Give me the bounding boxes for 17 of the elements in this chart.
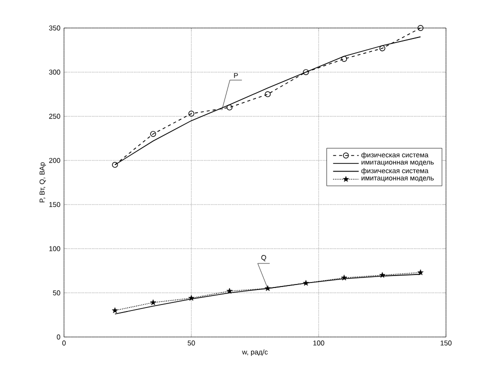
point <box>341 56 348 62</box>
point <box>226 104 232 110</box>
point <box>302 280 309 286</box>
point <box>226 288 233 294</box>
point <box>150 299 156 306</box>
point <box>150 130 156 137</box>
point <box>302 69 309 76</box>
point <box>264 91 271 98</box>
point <box>418 269 424 276</box>
point <box>341 274 348 280</box>
point <box>264 285 271 292</box>
point <box>379 45 386 52</box>
point <box>188 110 194 117</box>
point <box>379 272 386 278</box>
point <box>188 294 194 301</box>
point <box>418 25 424 31</box>
point <box>112 307 118 314</box>
